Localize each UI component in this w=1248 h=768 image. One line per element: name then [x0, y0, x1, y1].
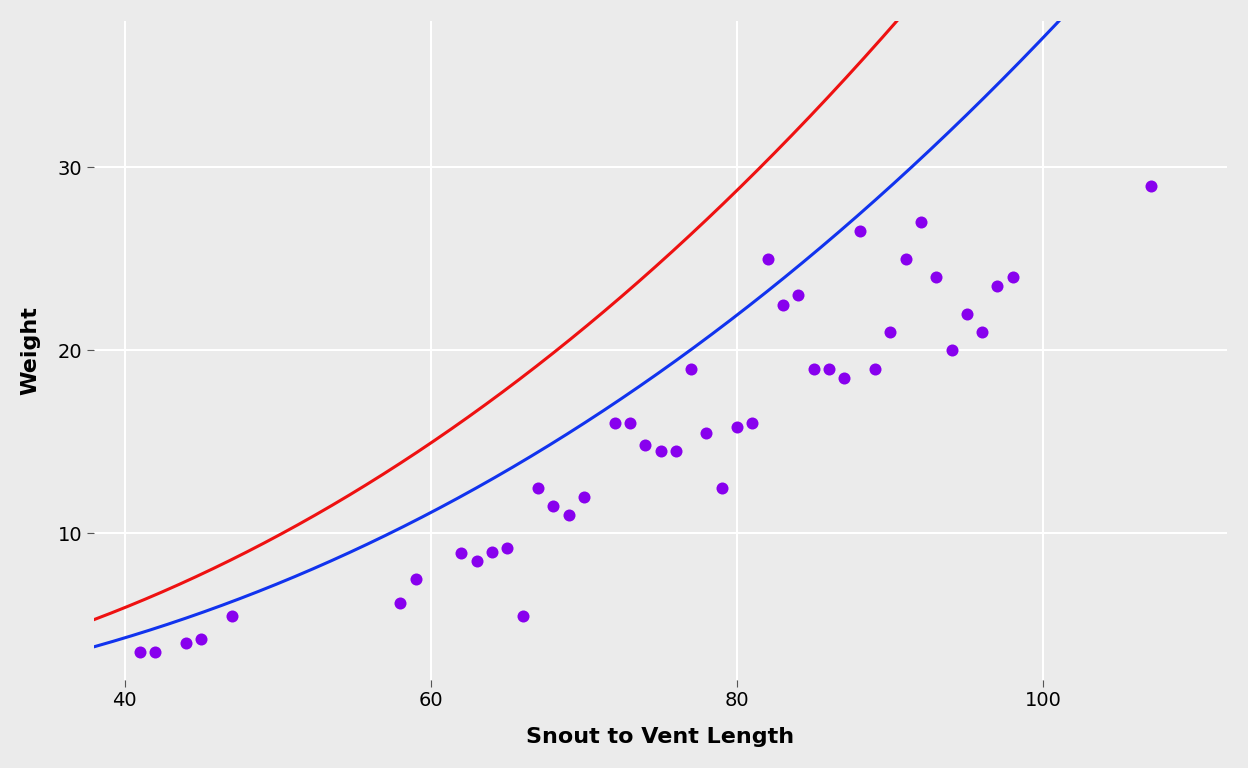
- Point: [819, 362, 839, 375]
- Point: [911, 216, 931, 228]
- Point: [543, 500, 563, 512]
- Point: [635, 439, 655, 452]
- Point: [391, 597, 411, 609]
- Point: [743, 417, 763, 429]
- X-axis label: Snout to Vent Length: Snout to Vent Length: [527, 727, 795, 747]
- Point: [559, 509, 579, 521]
- Point: [865, 362, 885, 375]
- Point: [406, 573, 426, 585]
- Point: [850, 225, 870, 237]
- Point: [467, 554, 487, 567]
- Point: [987, 280, 1007, 293]
- Point: [528, 482, 548, 494]
- Point: [574, 491, 594, 503]
- Point: [666, 445, 686, 457]
- Point: [145, 646, 165, 658]
- Point: [728, 421, 748, 433]
- Point: [604, 417, 624, 429]
- Point: [452, 548, 472, 560]
- Point: [130, 646, 150, 658]
- Point: [176, 637, 196, 649]
- Point: [620, 417, 640, 429]
- Point: [498, 541, 518, 554]
- Point: [513, 610, 533, 622]
- Point: [789, 290, 809, 302]
- Point: [1141, 180, 1161, 192]
- Point: [1003, 271, 1023, 283]
- Point: [482, 545, 502, 558]
- Point: [896, 253, 916, 265]
- Point: [222, 610, 242, 622]
- Point: [972, 326, 992, 338]
- Point: [773, 298, 792, 310]
- Point: [835, 372, 855, 384]
- Point: [926, 271, 946, 283]
- Point: [804, 362, 824, 375]
- Point: [681, 362, 701, 375]
- Point: [941, 344, 961, 356]
- Point: [650, 445, 670, 457]
- Point: [711, 482, 731, 494]
- Point: [957, 307, 977, 319]
- Point: [696, 426, 716, 439]
- Point: [191, 634, 211, 646]
- Point: [758, 253, 778, 265]
- Point: [880, 326, 900, 338]
- Y-axis label: Weight: Weight: [21, 306, 41, 395]
